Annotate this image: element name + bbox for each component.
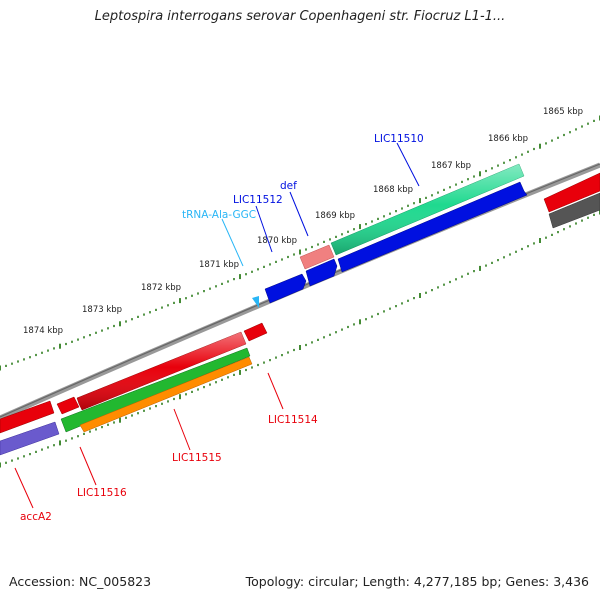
gene-label-lic11510[interactable]: LIC11510 — [374, 133, 424, 145]
leader-lic11515 — [173, 408, 191, 451]
scale-ticks-outer — [0, 115, 600, 371]
gene-label-lic11515[interactable]: LIC11515 — [172, 452, 222, 464]
scale-label-1874: 1874 kbp — [23, 326, 63, 336]
leader-acca2 — [14, 467, 34, 509]
scale-label-1871: 1871 kbp — [199, 260, 239, 270]
gene-red-topright[interactable] — [543, 172, 600, 213]
scale-label-1867: 1867 kbp — [431, 161, 471, 171]
scale-label-1868: 1868 kbp — [373, 185, 413, 195]
gene-lic11515-shade — [77, 332, 246, 410]
gene-label-trna[interactable]: tRNA-Ala-GGC — [182, 209, 256, 221]
gene-label-acca2[interactable]: accA2 — [20, 511, 52, 523]
gene-red-small[interactable] — [56, 396, 80, 415]
scale-label-1873: 1873 kbp — [82, 305, 122, 315]
gene-label-def[interactable]: def — [280, 180, 297, 192]
leader-trna — [221, 218, 244, 267]
gene-trna[interactable] — [252, 296, 259, 308]
gene-green[interactable] — [60, 347, 251, 433]
gene-def[interactable] — [299, 244, 335, 270]
scale-label-1872: 1872 kbp — [141, 283, 181, 293]
gene-label-lic11516[interactable]: LIC11516 — [77, 487, 127, 499]
gene-red-left[interactable] — [0, 400, 55, 434]
gene-blue-mid[interactable] — [305, 258, 338, 287]
genome-title: Leptospira interrogans serovar Copenhage… — [94, 9, 506, 24]
gene-orange[interactable] — [79, 356, 253, 433]
scale-label-1869: 1869 kbp — [315, 211, 355, 221]
gene-label-lic11514[interactable]: LIC11514 — [268, 414, 318, 426]
accession-text: Accession: NC_005823 — [9, 574, 152, 589]
genome-backbone — [0, 162, 600, 421]
leader-lic11512 — [255, 205, 273, 253]
scale-ticks-inner — [0, 209, 600, 468]
leader-lic11510 — [396, 142, 420, 187]
gene-purple-left[interactable] — [0, 421, 60, 456]
gene-lic11510-blue[interactable] — [337, 181, 528, 273]
gene-blue-left[interactable] — [264, 273, 307, 304]
leader-lic11514 — [267, 372, 284, 410]
gene-lic11510-shade — [331, 164, 524, 255]
gene-gray-topright[interactable] — [548, 192, 600, 229]
gene-label-lic11512[interactable]: LIC11512 — [233, 194, 283, 206]
scale-label-1866: 1866 kbp — [488, 134, 528, 144]
scale-label-1870: 1870 kbp — [257, 236, 297, 246]
leader-def — [289, 191, 309, 237]
topology-stats-text: Topology: circular; Length: 4,277,185 bp… — [245, 574, 589, 589]
leader-lic11516 — [79, 446, 97, 486]
scale-label-1865: 1865 kbp — [543, 107, 583, 117]
gene-lic11514[interactable] — [243, 322, 268, 342]
